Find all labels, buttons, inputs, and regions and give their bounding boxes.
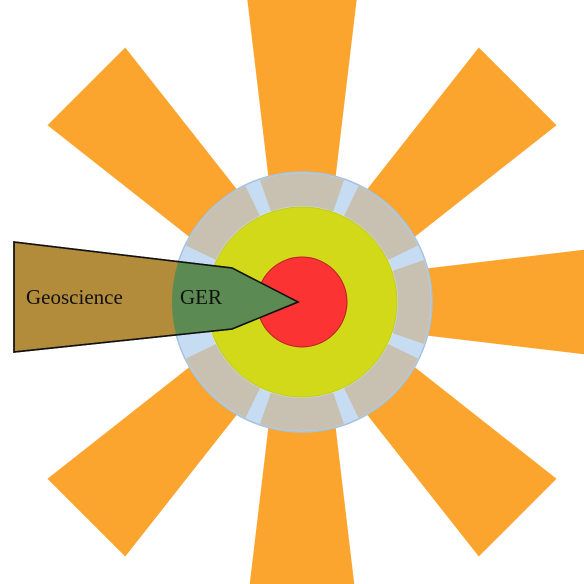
pointer-code: GER: [180, 285, 222, 309]
pointer-label: Geoscience: [26, 285, 123, 309]
ring-segment: [260, 173, 344, 211]
diagram: Geoscience GER: [0, 0, 584, 584]
page: Geoscience GER (() => { const data = JSO…: [0, 0, 584, 584]
ray: [247, 0, 357, 182]
ray: [247, 422, 357, 584]
ray: [422, 247, 584, 357]
ring-segment: [393, 260, 431, 344]
ring-segment: [260, 393, 344, 431]
